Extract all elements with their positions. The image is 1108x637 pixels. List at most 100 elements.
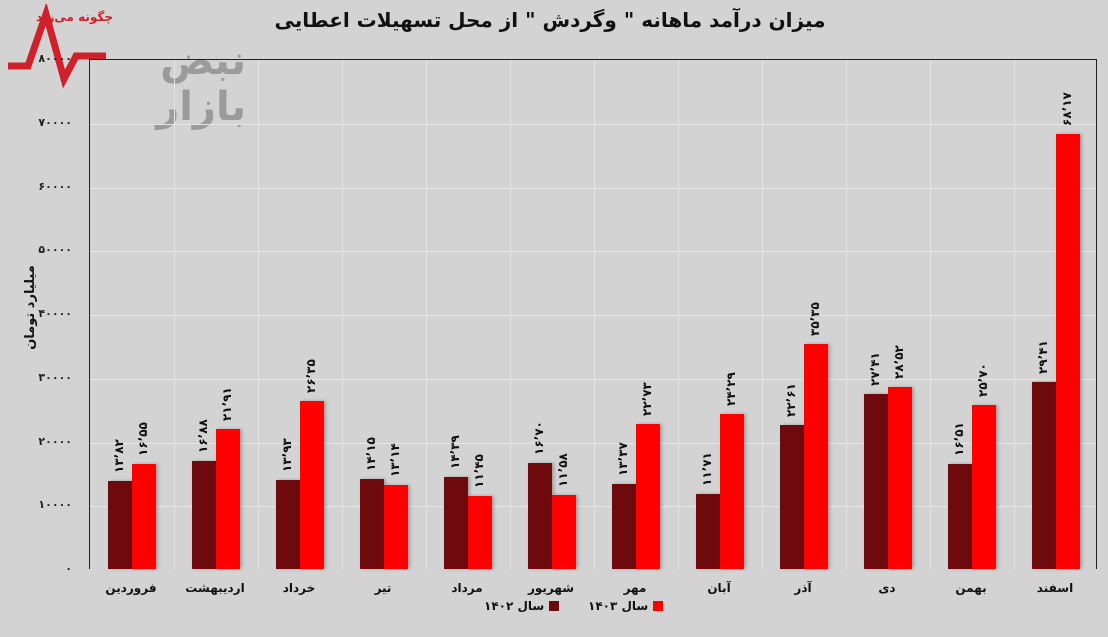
data-label: ۲۲٬۶۱ xyxy=(780,383,804,417)
data-label: ۲۴٬۲۹ xyxy=(720,372,744,406)
data-label: ۲۶٬۳۵ xyxy=(300,359,324,393)
bar-1403 xyxy=(1056,134,1080,569)
gridline xyxy=(90,123,1096,125)
y-tick-label: ۶۰۰۰۰ xyxy=(38,179,72,193)
data-label: ۱۶٬۵۱ xyxy=(948,422,972,456)
x-tick-label: مهر xyxy=(623,581,647,595)
data-label-text: ۲۹٬۴۱ xyxy=(1036,339,1050,374)
gridline xyxy=(510,60,511,569)
data-label: ۱۱٬۴۵ xyxy=(468,454,492,488)
data-label-text: ۲۱٬۹۱ xyxy=(220,387,234,422)
bar-1402 xyxy=(1032,381,1056,569)
x-tick-label: آبان xyxy=(707,581,731,595)
data-label-text: ۱۳٬۹۳ xyxy=(280,438,294,473)
y-tick-label: ۰ xyxy=(65,562,72,575)
legend-item-1403: سال ۱۴۰۳ xyxy=(588,599,664,613)
data-label-text: ۱۶٬۷۰ xyxy=(532,420,546,455)
legend-swatch-icon xyxy=(653,601,664,611)
x-tick-label: تیر xyxy=(374,581,392,595)
data-label-text: ۱۱٬۵۸ xyxy=(556,453,570,488)
bar-1403 xyxy=(132,463,156,569)
bar-1402 xyxy=(948,463,972,569)
gridline xyxy=(1014,60,1015,569)
legend-swatch-icon xyxy=(549,601,560,611)
gridline xyxy=(90,251,1096,253)
y-tick-label: ۳۰۰۰۰ xyxy=(38,370,72,384)
plot-area: ۱۳٬۸۲ ۱۶٬۵۵ ۱۶٬۸۸ ۲۱٬۹۱ ۱۳٬۹۳ ۲۶٬۳۵ ۱۴٬۱۵ ۱۳٬۱۴… xyxy=(89,59,1097,569)
bar-1402 xyxy=(444,477,468,569)
data-label-text: ۲۲٬۶۱ xyxy=(784,383,798,417)
data-label-text: ۲۶٬۳۵ xyxy=(304,359,318,394)
data-label-text: ۱۳٬۳۷ xyxy=(616,441,630,476)
x-tick-label: دی xyxy=(878,581,896,595)
x-tick-label: آذر xyxy=(794,581,812,595)
data-label: ۲۷٬۴۱ xyxy=(864,352,888,386)
x-tick-label: اردیبهشت xyxy=(185,581,245,595)
x-tick-label: بهمن xyxy=(955,581,987,595)
legend-label: سال ۱۴۰۳ xyxy=(588,599,649,613)
bar-1402 xyxy=(360,478,384,569)
data-label: ۱۱٬۷۱ xyxy=(696,453,720,487)
data-label-text: ۲۵٬۷۰ xyxy=(976,363,990,398)
data-label: ۶۸٬۱۷ xyxy=(1056,93,1080,127)
bar-1403 xyxy=(720,414,744,569)
bar-1403 xyxy=(888,387,912,569)
gridline xyxy=(258,60,259,569)
y-tick-label: ۸۰۰۰۰ xyxy=(38,52,72,65)
data-label: ۱۳٬۹۳ xyxy=(276,438,300,472)
bar-1403 xyxy=(636,424,660,569)
x-tick-label: شهریور xyxy=(527,581,575,595)
data-label: ۲۱٬۹۱ xyxy=(216,387,240,421)
data-label-text: ۱۶٬۵۵ xyxy=(136,421,150,456)
gridline xyxy=(426,60,427,569)
bar-1402 xyxy=(612,483,636,569)
bar-1403 xyxy=(552,495,576,569)
x-tick-label: فروردین xyxy=(105,581,157,595)
data-label-text: ۲۷٬۴۱ xyxy=(868,352,882,387)
data-label-text: ۲۸٬۵۲ xyxy=(892,345,906,380)
bar-1402 xyxy=(780,424,804,569)
x-tick-label: مرداد xyxy=(451,581,483,595)
x-tick-label: خرداد xyxy=(282,581,316,595)
y-tick-label: ۷۰۰۰۰ xyxy=(38,115,72,129)
bar-1402 xyxy=(192,461,216,569)
bar-1402 xyxy=(696,494,720,569)
data-label: ۱۴٬۳۹ xyxy=(444,435,468,469)
data-label-text: ۱۱٬۷۱ xyxy=(700,452,714,487)
data-label-text: ۱۶٬۸۸ xyxy=(196,419,210,454)
data-label: ۱۳٬۳۷ xyxy=(612,442,636,476)
chart-title: میزان درآمد ماهانه " وگردش " از محل تسهی… xyxy=(274,8,826,32)
data-label: ۲۸٬۵۲ xyxy=(888,345,912,379)
gridline xyxy=(90,378,1096,380)
bar-1402 xyxy=(528,462,552,569)
gridline xyxy=(90,187,1096,189)
data-label: ۱۳٬۸۲ xyxy=(108,439,132,473)
legend-item-1402: سال ۱۴۰۲ xyxy=(484,599,560,613)
bar-1403 xyxy=(804,343,828,569)
data-label: ۳۵٬۳۵ xyxy=(804,302,828,336)
gridline xyxy=(930,60,931,569)
data-label: ۲۹٬۴۱ xyxy=(1032,340,1056,374)
bar-1403 xyxy=(384,485,408,569)
legend-label: سال ۱۴۰۲ xyxy=(484,599,545,613)
data-label: ۱۳٬۱۴ xyxy=(384,443,408,477)
data-label: ۱۶٬۸۸ xyxy=(192,420,216,454)
data-label: ۱۶٬۷۰ xyxy=(528,421,552,455)
data-label-text: ۶۸٬۱۷ xyxy=(1060,92,1074,127)
x-tick-label: اسفند xyxy=(1036,581,1074,595)
data-label-text: ۲۴٬۲۹ xyxy=(724,372,738,407)
gridline xyxy=(678,60,679,569)
data-label-text: ۲۲٬۷۳ xyxy=(640,382,654,417)
y-tick-label: ۴۰۰۰۰ xyxy=(38,307,72,320)
data-label: ۱۶٬۵۵ xyxy=(132,422,156,456)
bar-1403 xyxy=(468,496,492,569)
gridline xyxy=(594,60,595,569)
bar-1402 xyxy=(864,394,888,569)
data-label: ۲۵٬۷۰ xyxy=(972,363,996,397)
bar-1403 xyxy=(216,429,240,569)
data-label-text: ۱۳٬۸۲ xyxy=(112,439,126,473)
y-tick-label: ۵۰۰۰۰ xyxy=(38,243,72,257)
gridline xyxy=(90,442,1096,444)
bar-1403 xyxy=(300,401,324,569)
logo-tagline: چگونه می‌زند xyxy=(36,10,114,24)
